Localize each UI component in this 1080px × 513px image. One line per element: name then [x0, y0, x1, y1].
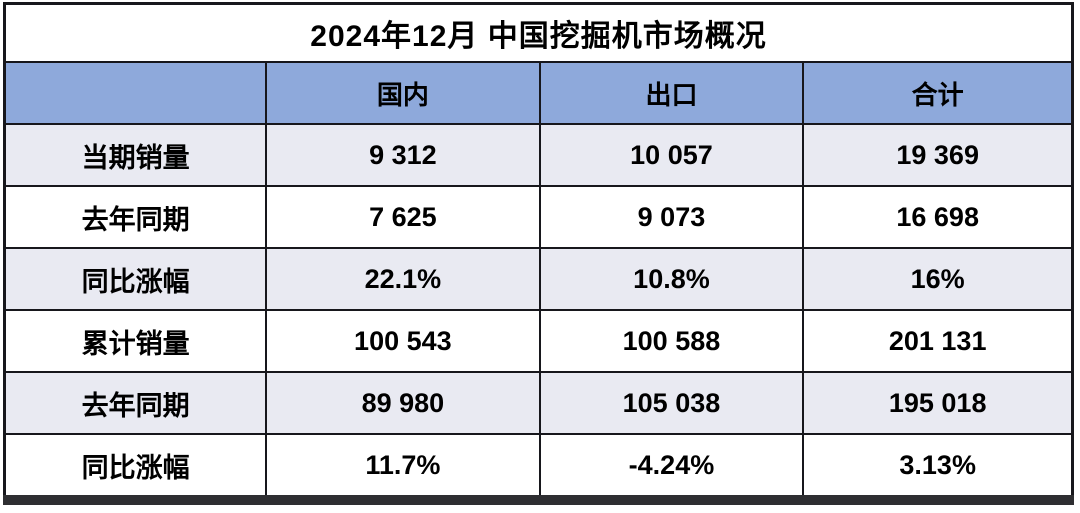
data-cell: 10 057 — [538, 123, 805, 187]
table-row-cumulative-yoy-growth: 同比涨幅 11.7% -4.24% 3.13% — [3, 433, 1074, 501]
row-label-cell: 去年同期 — [3, 371, 268, 435]
table-row-last-year-same-period: 去年同期 7 625 9 073 16 698 — [3, 185, 1074, 249]
data-cell: 22.1% — [265, 247, 541, 311]
data-cell: 16 698 — [802, 185, 1074, 249]
table-header-row: 国内 出口 合计 — [3, 61, 1074, 125]
data-cell: 11.7% — [265, 433, 541, 501]
table-row-last-year-cumulative: 去年同期 89 980 105 038 195 018 — [3, 371, 1074, 435]
data-cell: 201 131 — [802, 309, 1074, 373]
data-cell: 19 369 — [802, 123, 1074, 187]
row-label-cell: 同比涨幅 — [3, 433, 268, 501]
data-cell: 10.8% — [538, 247, 805, 311]
data-cell: 105 038 — [538, 371, 805, 435]
page-title: 2024年12月 中国挖掘机市场概况 — [3, 2, 1074, 63]
data-cell: 100 543 — [265, 309, 541, 373]
row-label-cell: 同比涨幅 — [3, 247, 268, 311]
table-title-row: 2024年12月 中国挖掘机市场概况 — [3, 2, 1074, 63]
data-cell: 9 312 — [265, 123, 541, 187]
row-label-cell: 累计销量 — [3, 309, 268, 373]
column-header-total: 合计 — [802, 61, 1074, 125]
data-cell: 9 073 — [538, 185, 805, 249]
row-label-cell: 当期销量 — [3, 123, 268, 187]
excavator-market-table: 2024年12月 中国挖掘机市场概况 国内 出口 合计 当期销量 9 312 1… — [3, 2, 1074, 505]
data-cell: 195 018 — [802, 371, 1074, 435]
column-header-blank — [3, 61, 268, 125]
column-header-domestic: 国内 — [265, 61, 541, 125]
data-cell: 89 980 — [265, 371, 541, 435]
table-row-current-sales: 当期销量 9 312 10 057 19 369 — [3, 123, 1074, 187]
data-cell: 100 588 — [538, 309, 805, 373]
data-cell: 7 625 — [265, 185, 541, 249]
table-row-cumulative-sales: 累计销量 100 543 100 588 201 131 — [3, 309, 1074, 373]
data-cell: -4.24% — [538, 433, 805, 501]
data-cell: 3.13% — [802, 433, 1074, 501]
row-label-cell: 去年同期 — [3, 185, 268, 249]
column-header-export: 出口 — [538, 61, 805, 125]
data-cell: 16% — [802, 247, 1074, 311]
table-row-yoy-growth: 同比涨幅 22.1% 10.8% 16% — [3, 247, 1074, 311]
